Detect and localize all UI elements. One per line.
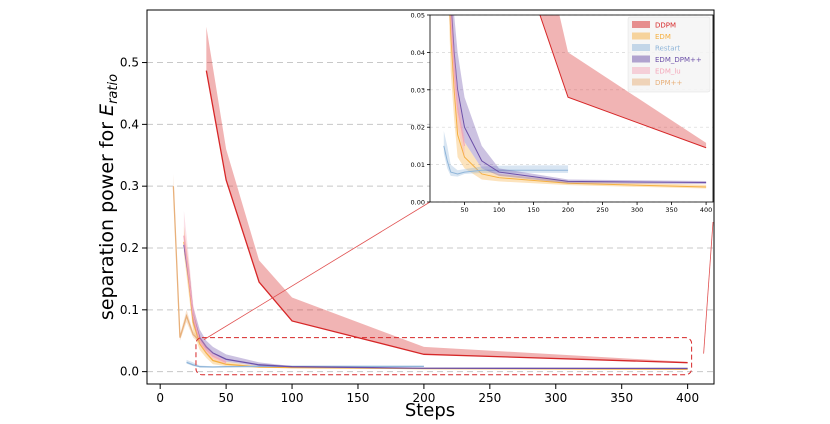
zoom-region-box xyxy=(195,337,693,376)
main-x-ticks: 0 50 100 150 200 250 300 350 400 xyxy=(156,384,699,405)
legend-label-restart: Restart xyxy=(655,45,680,53)
main-plot-area xyxy=(172,26,688,370)
main-line-restart xyxy=(186,361,424,368)
inset-band-restart xyxy=(443,130,569,177)
main-line-edm xyxy=(183,241,688,370)
inset-line-edm-lu xyxy=(450,15,466,146)
main-y-ticks: 0.0 0.1 0.2 0.3 0.4 0.5 xyxy=(120,56,147,379)
inset-y-tick-label: 0.01 xyxy=(411,161,425,169)
main-x-tick-label: 100 xyxy=(281,391,304,405)
legend-label-ddpm: DDPM xyxy=(655,22,676,30)
inset-band-dpm- xyxy=(440,15,451,34)
main-y-tick-label: 0.4 xyxy=(120,117,139,131)
inset-x-tick-label: 350 xyxy=(665,206,677,214)
inset-y-tick-label: 0.03 xyxy=(411,86,425,94)
legend-swatch-restart xyxy=(632,44,650,51)
main-x-tick-label: 50 xyxy=(218,391,233,405)
legend-swatch-ddpm xyxy=(632,21,650,28)
inset-line-dpm- xyxy=(450,15,451,16)
inset-x-tick-label: 100 xyxy=(493,206,505,214)
main-band-edm-lu xyxy=(183,210,227,365)
inset-x-ticks: 50 100 150 200 250 300 350 400 xyxy=(460,202,712,214)
legend-swatch-edm-lu xyxy=(632,67,650,74)
legend-label-edm-dpm-: EDM_DPM++ xyxy=(655,56,702,64)
zoom-connector-lines xyxy=(203,201,714,354)
inset-x-tick-label: 200 xyxy=(562,206,574,214)
y-axis-label-sub: ratio xyxy=(106,74,121,104)
main-y-tick-label: 0.1 xyxy=(120,303,139,317)
y-axis-label-math: E xyxy=(96,104,118,116)
main-x-tick-label: 150 xyxy=(347,391,370,405)
legend-swatch-dpm- xyxy=(632,78,650,86)
main-x-tick-label: 350 xyxy=(610,391,633,405)
main-x-tick-label: 300 xyxy=(544,391,567,405)
main-y-tick-label: 0.3 xyxy=(120,179,139,193)
main-y-tick-label: 0.2 xyxy=(120,241,139,255)
legend-label-edm-lu: EDM_lu xyxy=(655,68,681,76)
zoom-connector-right xyxy=(703,221,714,354)
zoom-connector-left xyxy=(203,201,431,340)
main-x-tick-label: 0 xyxy=(156,391,164,405)
inset-plot-area xyxy=(440,15,707,189)
inset-line-restart xyxy=(443,145,569,175)
inset-x-tick-label: 50 xyxy=(460,206,468,214)
legend-swatch-edm-dpm- xyxy=(632,55,650,63)
inset-x-tick-label: 150 xyxy=(527,206,539,214)
inset-line-ddpm xyxy=(539,15,707,149)
main-y-tick-label: 0.0 xyxy=(120,365,139,379)
inset-x-tick-label: 300 xyxy=(631,206,643,214)
y-axis-label-main: separation power for xyxy=(96,116,118,320)
inset-line-edm xyxy=(449,15,707,188)
inset-line-edm-dpm- xyxy=(451,15,707,184)
main-line-dpm- xyxy=(172,186,201,342)
inset-band-edm-lu xyxy=(450,15,465,158)
inset-legend: DDPM EDM Restart EDM_DPM++ EDM_lu DPM++ xyxy=(627,16,711,93)
inset-y-tick-label: 0.05 xyxy=(411,12,425,20)
inset-y-tick-label: 0.00 xyxy=(411,199,425,207)
y-axis-label: separation power for Eratio xyxy=(96,74,121,320)
main-x-tick-label: 250 xyxy=(478,391,501,405)
inset-axes-frame xyxy=(429,14,714,203)
inset-x-tick-label: 400 xyxy=(700,206,712,214)
main-line-ddpm xyxy=(205,70,688,364)
inset-band-ddpm xyxy=(539,15,707,148)
inset-y-tick-label: 0.02 xyxy=(411,124,425,132)
x-axis-label: Steps xyxy=(405,400,455,421)
main-y-tick-label: 0.5 xyxy=(120,56,139,70)
legend-label-dpm-: DPM++ xyxy=(655,79,683,87)
main-band-dpm- xyxy=(173,173,200,344)
main-axes-frame xyxy=(146,9,715,385)
legend-label-edm: EDM xyxy=(655,33,671,41)
inset-x-tick-label: 250 xyxy=(596,206,608,214)
inset-y-ticks: 0.00 0.01 0.02 0.03 0.04 0.05 xyxy=(411,12,430,207)
main-x-tick-label: 200 xyxy=(412,391,435,405)
inset-y-tick-label: 0.04 xyxy=(411,49,425,57)
legend-swatch-edm xyxy=(632,32,650,40)
main-x-tick-label: 400 xyxy=(676,391,699,405)
